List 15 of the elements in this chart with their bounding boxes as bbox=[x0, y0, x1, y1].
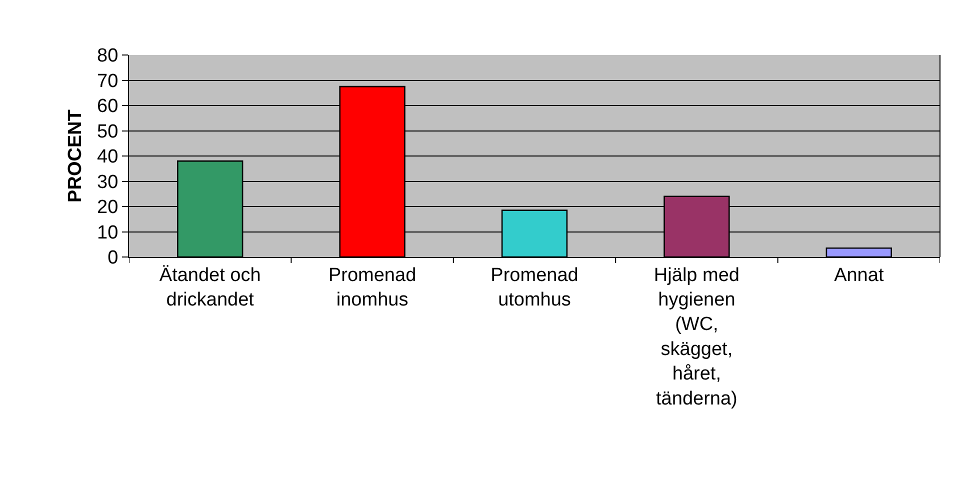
y-tick-label: 0 bbox=[108, 248, 118, 269]
x-tick-label: Promenad utomhus bbox=[490, 264, 578, 310]
y-tick-label: 30 bbox=[97, 172, 118, 193]
y-tick-label: 60 bbox=[97, 96, 118, 118]
y-tick-label: 70 bbox=[97, 70, 118, 92]
y-tick-label: 80 bbox=[97, 46, 118, 67]
x-tick-label: Promenad inomhus bbox=[328, 264, 416, 310]
x-tick-label: Hjälp med hygienen (WC, skägget, håret, tänderna) bbox=[654, 264, 740, 410]
y-tick-label: 50 bbox=[97, 121, 118, 142]
y-tick-label: 20 bbox=[97, 197, 118, 218]
y-tick-label: 10 bbox=[97, 222, 118, 244]
x-tick-label: Annat bbox=[834, 264, 884, 286]
y-tick-label: 40 bbox=[97, 146, 118, 168]
y-axis-title: PROCENT bbox=[64, 109, 86, 202]
x-tick-label: Ätandet och drickandet bbox=[159, 264, 261, 310]
